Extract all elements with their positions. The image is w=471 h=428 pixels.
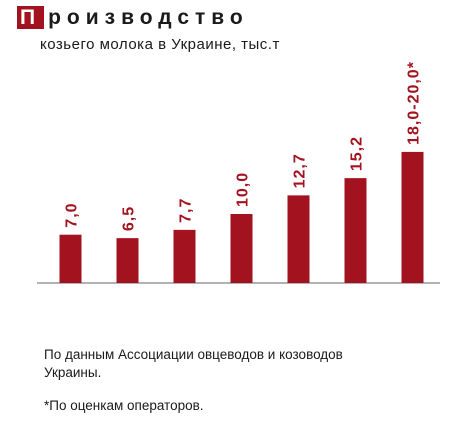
source-note: По данным Ассоциации овцеводов и козовод… — [44, 347, 343, 380]
value-label: 15,2 — [349, 136, 366, 171]
footnote: *По оценкам операторов. — [44, 398, 204, 413]
bar — [59, 234, 82, 283]
value-label: 7,0 — [64, 202, 81, 227]
bar — [401, 151, 424, 283]
bar — [287, 195, 310, 283]
bar — [116, 238, 139, 283]
chart-subtitle: козьего молока в Украине, тыс.т — [40, 36, 280, 53]
value-label: 6,5 — [121, 206, 138, 231]
value-label: 7,7 — [178, 198, 195, 223]
bar — [230, 214, 253, 283]
bar — [173, 229, 196, 283]
value-label: 18,0-20,0* — [406, 61, 423, 145]
value-label: 12,7 — [292, 153, 309, 188]
value-label: 10,0 — [235, 172, 252, 207]
chart-title: Производство — [20, 6, 249, 29]
chart: 7,019616,5707,78010,09012,7200015,20818,… — [37, 61, 440, 284]
bar — [344, 178, 367, 283]
